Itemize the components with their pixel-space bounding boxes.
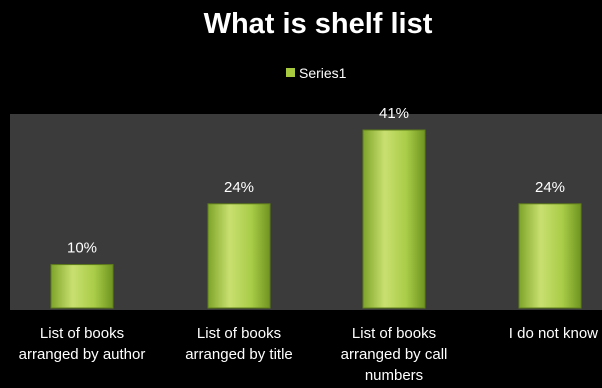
category-label-3-line-1: List of books	[352, 325, 436, 342]
data-label-4: 24%	[535, 179, 565, 196]
data-label-1: 10%	[67, 240, 97, 257]
category-label-2-line-1: List of books	[197, 325, 281, 342]
data-labels-group: 10% 24% 41% 24%	[67, 105, 565, 257]
category-label-3-line-3: numbers	[365, 367, 423, 384]
bars-group	[50, 129, 582, 309]
bar-4	[518, 203, 582, 309]
legend-swatch-series1	[286, 68, 295, 77]
chart-title: What is shelf list	[204, 8, 433, 40]
bar-1	[50, 264, 114, 309]
legend-label-series1: Series1	[299, 65, 347, 81]
category-label-4-line-1: I do not know	[509, 325, 598, 342]
bar-2	[207, 203, 271, 309]
category-label-3-line-2: arranged by call	[341, 346, 448, 363]
category-label-2-line-2: arranged by title	[185, 346, 293, 363]
legend: Series1	[286, 65, 347, 81]
category-labels-group: List of books arranged by author List of b…	[19, 325, 599, 384]
category-label-1-line-1: List of books	[40, 325, 124, 342]
data-label-2: 24%	[224, 179, 254, 196]
category-label-1-line-2: arranged by author	[19, 346, 146, 363]
bar-3	[362, 129, 426, 309]
data-label-3: 41%	[379, 105, 409, 122]
